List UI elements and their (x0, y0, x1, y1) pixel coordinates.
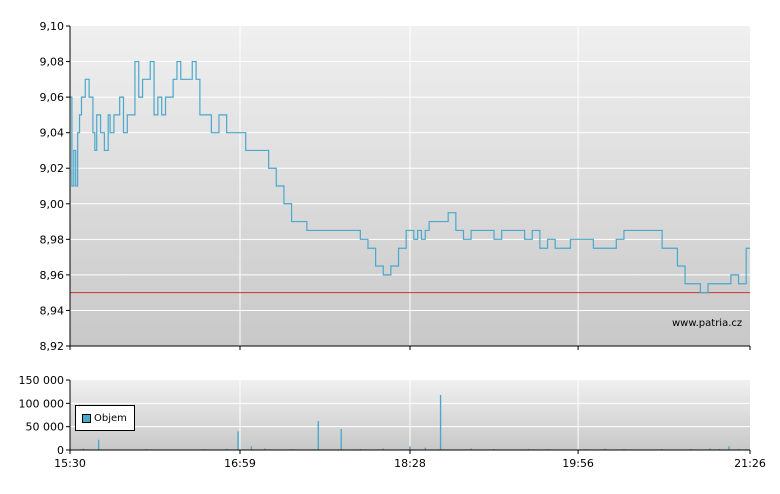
x-tick-label: 16:59 (224, 457, 256, 470)
price-y-tick-label: 8,96 (40, 269, 65, 282)
x-tick-label: 15:30 (54, 457, 86, 470)
volume-y-tick-label: 100 000 (19, 397, 65, 410)
price-y-tick-label: 8,98 (40, 233, 65, 246)
x-tick-label: 19:56 (562, 457, 594, 470)
volume-legend-label: Objem (94, 412, 127, 424)
x-tick-label: 18:28 (394, 457, 426, 470)
price-y-tick-label: 9,00 (40, 198, 65, 211)
volume-legend: Objem (75, 405, 135, 431)
price-y-tick-label: 9,10 (40, 20, 65, 33)
price-y-tick-label: 8,94 (40, 304, 65, 317)
price-y-tick-label: 9,04 (40, 127, 65, 140)
price-y-tick-label: 9,02 (40, 162, 65, 175)
price-y-tick-label: 8,92 (40, 340, 65, 353)
volume-legend-swatch (82, 413, 91, 423)
volume-y-tick-label: 150 000 (19, 374, 65, 387)
x-tick-label: 21:26 (734, 457, 766, 470)
price-y-tick-label: 9,08 (40, 56, 65, 69)
price-series-line (70, 60, 750, 294)
volume-y-tick-label: 50 000 (26, 421, 65, 434)
price-y-tick-label: 9,06 (40, 91, 65, 104)
volume-y-tick-label: 0 (57, 444, 64, 457)
watermark: www.patria.cz (672, 318, 743, 329)
